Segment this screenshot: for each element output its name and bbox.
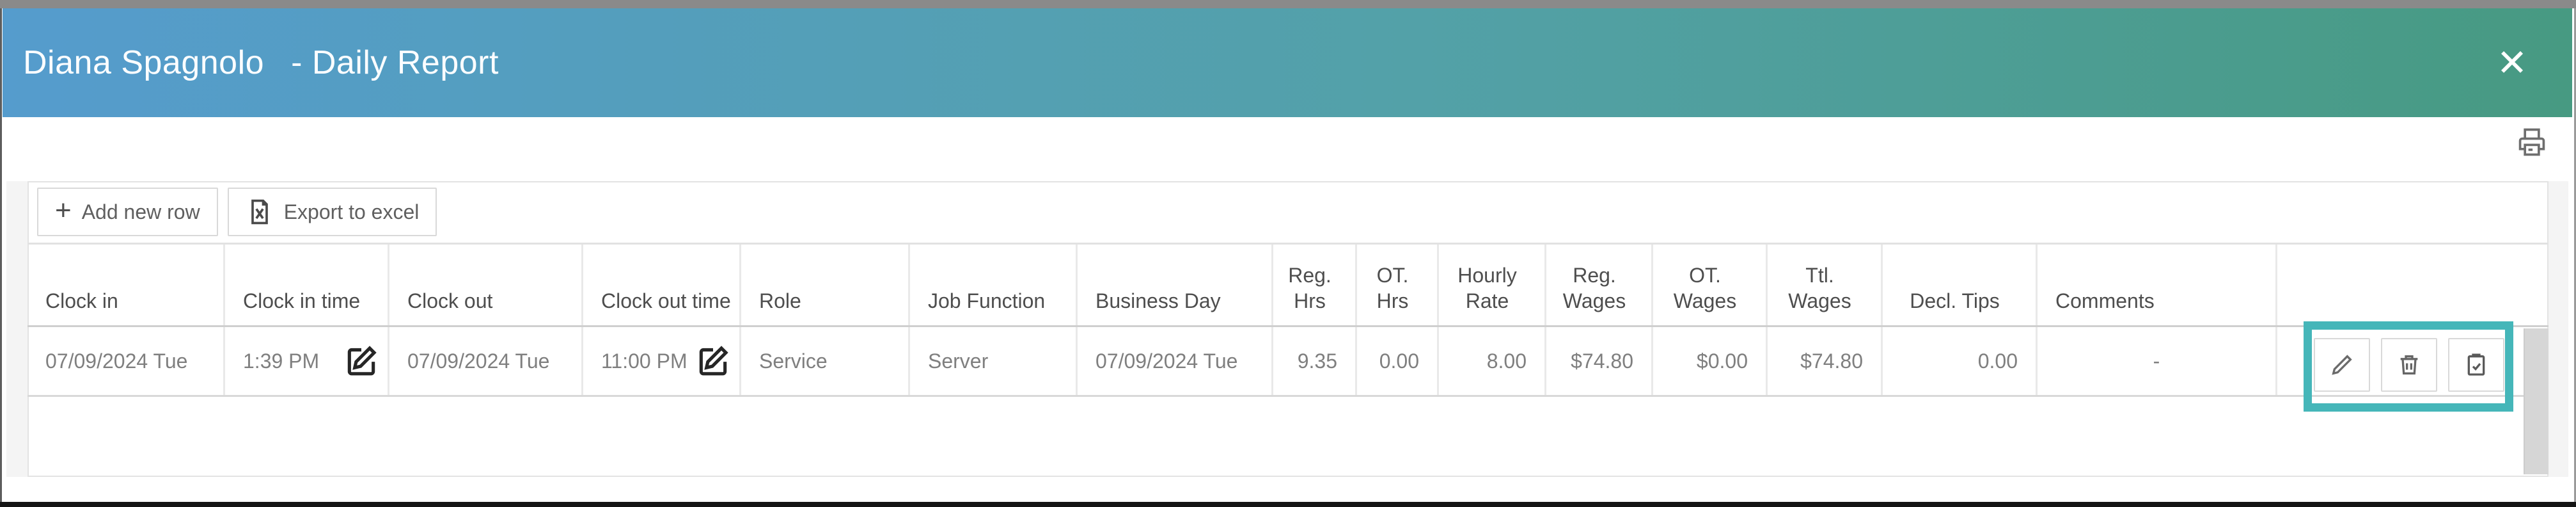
cell-clock-out: 07/09/2024 Tue — [389, 327, 583, 395]
cell-role: Service — [741, 327, 910, 395]
column-header-ot-wages: OT. Wages — [1653, 245, 1768, 325]
column-header-actions — [2277, 245, 2525, 325]
cell-business-day: 07/09/2024 Tue — [1078, 327, 1273, 395]
cell-hourly-rate: 8.00 — [1439, 327, 1546, 395]
employee-name: Diana Spagnolo — [23, 44, 265, 81]
daily-report-grid: + Add new row Export to excel Clock in C… — [27, 181, 2549, 477]
printer-icon — [2515, 125, 2549, 161]
cell-reg-wages: $74.80 — [1546, 327, 1653, 395]
column-header-ttl-wages: Ttl. Wages — [1768, 245, 1883, 325]
column-header-business-day: Business Day — [1078, 245, 1273, 325]
modal-title: Diana Spagnolo - Daily Report — [23, 44, 499, 82]
vertical-scrollbar[interactable] — [2524, 328, 2549, 474]
export-to-excel-button[interactable]: Export to excel — [227, 188, 437, 236]
column-header-reg-wages: Reg. Wages — [1546, 245, 1653, 325]
cell-job-function: Server — [910, 327, 1078, 395]
edit-clock-out-time-icon[interactable] — [693, 341, 733, 381]
cell-clock-out-time: 11:00 PM — [583, 327, 741, 395]
window-border-left — [0, 8, 2, 502]
cell-ot-hrs: 0.00 — [1357, 327, 1439, 395]
cell-ttl-wages: $74.80 — [1768, 327, 1883, 395]
column-header-ot-hrs: OT. Hrs — [1357, 245, 1439, 325]
column-header-clock-out-time: Clock out time — [583, 245, 741, 325]
window-border-bottom — [0, 502, 2576, 507]
export-to-excel-label: Export to excel — [283, 200, 420, 223]
pencil-icon — [2329, 352, 2355, 378]
add-new-row-label: Add new row — [81, 200, 200, 223]
edit-row-button[interactable] — [2313, 338, 2370, 392]
excel-file-icon — [246, 197, 274, 227]
column-header-decl-tips: Decl. Tips — [1883, 245, 2038, 325]
cell-reg-hrs: 9.35 — [1273, 327, 1357, 395]
clock-in-time-value: 1:39 PM — [243, 349, 320, 373]
grid-toolbar: + Add new row Export to excel — [27, 181, 2549, 245]
close-button[interactable]: ✕ — [2489, 40, 2535, 86]
trash-icon — [2396, 352, 2422, 378]
plus-icon: + — [55, 195, 72, 226]
cell-ot-wages: $0.00 — [1653, 327, 1768, 395]
clock-out-time-value: 11:00 PM — [601, 349, 687, 373]
window-border-top — [0, 0, 2576, 8]
report-type-label: - Daily Report — [291, 44, 499, 81]
add-new-row-button[interactable]: + Add new row — [37, 188, 218, 236]
print-button[interactable] — [2512, 123, 2552, 163]
column-header-reg-hrs: Reg. Hrs — [1273, 245, 1357, 325]
column-header-comments: Comments — [2038, 245, 2277, 325]
cell-clock-in-time: 1:39 PM — [225, 327, 389, 395]
column-header-job-function: Job Function — [910, 245, 1078, 325]
table-header-row: Clock in Clock in time Clock out Clock o… — [27, 245, 2549, 327]
approve-row-button[interactable] — [2447, 338, 2504, 392]
column-header-clock-in-time: Clock in time — [225, 245, 389, 325]
delete-row-button[interactable] — [2380, 338, 2437, 392]
cell-actions — [2277, 327, 2525, 395]
column-header-clock-in: Clock in — [27, 245, 225, 325]
modal-header: Diana Spagnolo - Daily Report ✕ — [3, 8, 2572, 117]
column-header-clock-out: Clock out — [389, 245, 583, 325]
table-row: 07/09/2024 Tue 1:39 PM 07/09/2024 Tue 11… — [27, 327, 2549, 397]
clipboard-check-icon — [2463, 352, 2489, 378]
cell-clock-in: 07/09/2024 Tue — [27, 327, 225, 395]
column-header-role: Role — [741, 245, 910, 325]
close-icon: ✕ — [2496, 42, 2528, 84]
window-border-right — [2574, 8, 2576, 502]
cell-comments: - — [2038, 327, 2277, 395]
column-header-hourly-rate: Hourly Rate — [1439, 245, 1546, 325]
edit-clock-in-time-icon[interactable] — [342, 341, 381, 381]
cell-decl-tips: 0.00 — [1883, 327, 2038, 395]
